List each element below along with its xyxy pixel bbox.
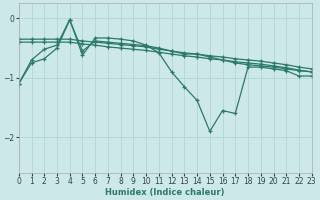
X-axis label: Humidex (Indice chaleur): Humidex (Indice chaleur) [106,188,225,197]
